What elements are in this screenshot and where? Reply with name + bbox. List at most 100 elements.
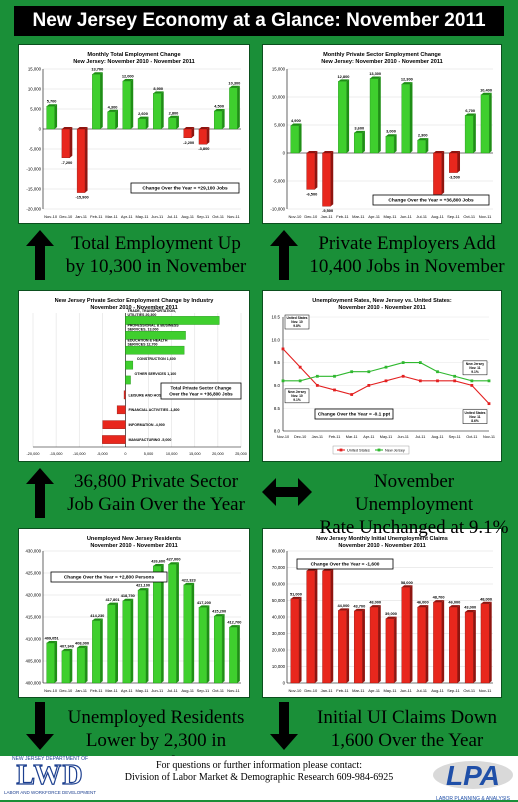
bar (125, 331, 186, 340)
series-line (283, 362, 489, 382)
bar (433, 601, 442, 684)
bar (125, 316, 220, 325)
bar-side (54, 640, 58, 683)
data-label: 2,800 (169, 110, 179, 115)
bar-top (401, 82, 413, 85)
x-tick-label: Aug-11 (181, 214, 194, 219)
bar (480, 603, 490, 684)
bar (322, 152, 331, 207)
bar-side (130, 79, 134, 129)
industry-change-chart: New Jersey Private Sector Employment Cha… (18, 290, 250, 462)
x-tick-label: Jul-11 (167, 688, 178, 693)
bar (229, 626, 238, 684)
caption-line: Job Gain Over the Year (67, 494, 245, 515)
x-tick-label: Jun-11 (400, 214, 413, 219)
up-arrow-icon (26, 468, 54, 518)
bar-side (69, 648, 73, 683)
callout-box (284, 388, 310, 404)
series-marker (350, 370, 354, 374)
legend-label: United States (347, 449, 370, 453)
bar-side (346, 79, 350, 153)
data-label: -15,900 (75, 195, 88, 200)
x-tick-label: Jan-11 (312, 435, 323, 439)
bar-side (425, 605, 429, 683)
bar-top (153, 563, 164, 566)
x-tick-label: Aug-11 (431, 688, 444, 693)
bar-top (168, 562, 179, 565)
chart-title: Monthly Total Employment Change (87, 52, 180, 58)
bar (102, 420, 126, 429)
bar-side (115, 602, 118, 683)
data-label: 46,000 (448, 600, 460, 605)
bar-side (378, 76, 381, 153)
data-label: 13,300 (369, 71, 381, 76)
x-tick-label: Jul-11 (167, 214, 178, 219)
x-tick-label: Jan-11 (75, 688, 88, 693)
up-arrow-icon (26, 230, 54, 280)
x-tick-label: Jan-11 (75, 214, 88, 219)
y-tick-label: 80,000 (272, 549, 286, 554)
bar-side (330, 568, 334, 683)
y-tick-label: 9.0 (274, 383, 281, 388)
series-marker (281, 379, 285, 383)
bar-side (489, 92, 492, 153)
x-tick-label: Apr-11 (368, 688, 380, 693)
x-tick-label: Nov-11 (479, 688, 492, 693)
bar (290, 598, 300, 684)
y-tick-label: -20,000 (26, 207, 41, 212)
bar-side (457, 151, 461, 173)
bar-top (138, 116, 149, 119)
x-tick-label: Oct-11 (212, 688, 224, 693)
x-tick-label: Jun-11 (151, 688, 164, 693)
down-arrow-icon (26, 702, 54, 750)
chart-title: Unemployment Rates, New Jersey vs. Unite… (312, 298, 452, 304)
data-label: 8,900 (153, 86, 163, 91)
data-label: 48,000 (369, 600, 381, 605)
series-marker (418, 379, 422, 383)
series-marker (333, 388, 336, 392)
bar (449, 152, 458, 173)
callout-text: United States (286, 316, 307, 320)
category-label: TRADE, TRANSPORTATION, (127, 309, 175, 313)
bar-side (473, 610, 476, 683)
left-right-arrow-icon (262, 478, 312, 506)
bar (46, 106, 55, 130)
x-tick-label: 25,000 (235, 452, 247, 456)
bar-side (299, 123, 302, 153)
callout-text: 9.8% (293, 324, 301, 328)
y-tick-label: 15,000 (272, 67, 286, 72)
category-label: CONSTRUCTION 1,600 (137, 357, 176, 361)
data-label: 46,000 (417, 600, 429, 605)
chart-title: Monthly Private Sector Employment Change (323, 52, 441, 58)
x-tick-label: -20,000 (27, 452, 40, 456)
bar-side (489, 601, 492, 683)
bar (46, 642, 55, 684)
category-label: MANUFACTURING -5,000 (128, 438, 171, 442)
caption-private-employers: Private Employers Add 10,400 Jobs in Nov… (300, 232, 514, 278)
x-tick-label: -15,000 (50, 452, 63, 456)
contact-line: Division of Labor Market & Demographic R… (124, 772, 394, 783)
y-tick-label: -5,000 (29, 147, 42, 152)
caption-line: by 10,300 in November (65, 256, 247, 277)
chart-subtitle: November 2010 - November 2011 (90, 305, 177, 311)
bar-top (370, 76, 381, 79)
lpa-logo-bottom: LABOR PLANNING & ANALYSIS (436, 796, 510, 802)
series-marker (470, 384, 474, 387)
bar (306, 152, 316, 190)
y-tick-label: 9.5 (274, 360, 281, 365)
series-marker (487, 379, 491, 383)
bar-top (183, 582, 195, 585)
data-label: 426,600 (151, 558, 165, 563)
bar-top (138, 588, 149, 591)
bar-top (385, 134, 397, 137)
annotation-text: Change Over the Year = -0.1 ppt (318, 412, 391, 418)
y-tick-label: 0 (283, 681, 286, 686)
bar-top (338, 79, 350, 82)
bar (61, 128, 71, 158)
data-label: 427,000 (166, 557, 180, 562)
x-tick-label: Feb-11 (336, 688, 349, 693)
category-label: EDUCATION & HEALTH (127, 339, 167, 343)
bar (122, 600, 131, 684)
x-tick-label: Mar-11 (352, 214, 365, 219)
data-label: 39,000 (385, 611, 397, 616)
